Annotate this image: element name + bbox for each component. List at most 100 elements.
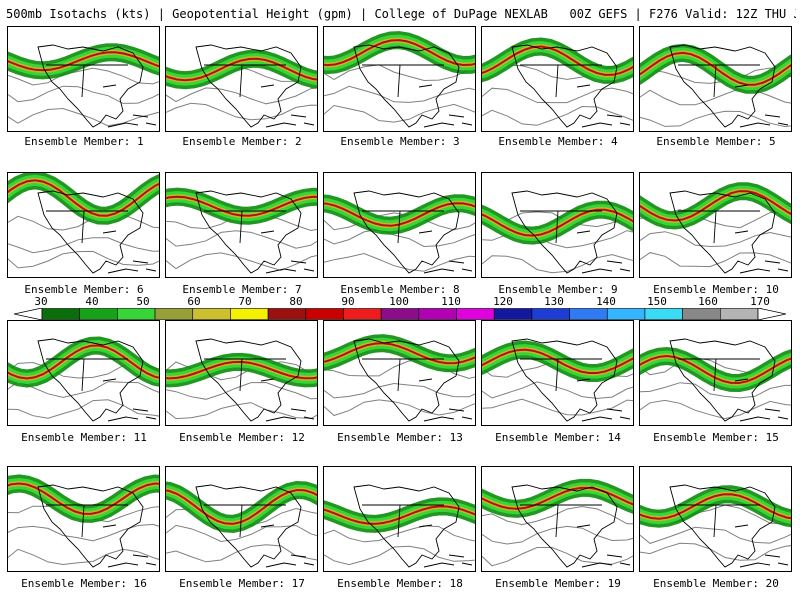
jet-stream-band [482, 348, 633, 374]
colorbar-segment [418, 308, 457, 320]
height-contour [324, 252, 475, 272]
height-contour [640, 382, 791, 399]
ensemble-member-caption: Ensemble Member: 17 [179, 577, 305, 590]
colorbar-tick-label: 120 [493, 295, 513, 308]
height-contour [8, 67, 159, 86]
map-canvas [640, 182, 791, 274]
colorbar-segment [117, 308, 156, 320]
ensemble-member-map [639, 172, 792, 278]
colorbar-segment [192, 308, 231, 320]
colorbar-tick-label: 160 [698, 295, 718, 308]
map-canvas [8, 173, 159, 274]
map-canvas [324, 190, 475, 274]
ensemble-member-caption: Ensemble Member: 12 [179, 431, 305, 444]
coastline-outline [669, 44, 789, 128]
colorbar-segment [531, 308, 570, 320]
coastline-outline [511, 190, 631, 274]
height-contour [166, 87, 317, 105]
height-contour [482, 87, 633, 104]
colorbar-segment [41, 308, 80, 320]
ensemble-member-caption: Ensemble Member: 9 [498, 283, 618, 296]
map-canvas [482, 37, 633, 128]
jet-stream-band [166, 57, 317, 82]
map-canvas [8, 474, 159, 568]
ensemble-member-map [7, 26, 160, 132]
colorbar-tick-label: 130 [544, 295, 564, 308]
ensemble-member-map [639, 320, 792, 426]
colorbar-segment [456, 308, 495, 320]
colorbar-tick-label: 170 [750, 295, 770, 308]
height-contour [640, 231, 791, 248]
ensemble-member-map [165, 26, 318, 132]
map-canvas [482, 338, 633, 422]
ensemble-member-caption: Ensemble Member: 18 [337, 577, 463, 590]
height-contour [482, 547, 633, 567]
map-canvas [8, 336, 159, 422]
ensemble-member-caption: Ensemble Member: 14 [495, 431, 621, 444]
colorbar-segment [682, 308, 721, 320]
ensemble-member-map [165, 320, 318, 426]
jet-stream-band [8, 179, 159, 217]
ensemble-member-map [481, 320, 634, 426]
colorbar-segment [644, 308, 683, 320]
colorbar-tick-label: 30 [34, 295, 48, 308]
ensemble-member-map [639, 26, 792, 132]
ensemble-member-caption: Ensemble Member: 8 [340, 283, 460, 296]
colorbar-tick-label: 110 [441, 295, 461, 308]
jet-stream-band [324, 342, 475, 365]
ensemble-member-map [639, 466, 792, 572]
map-canvas [166, 338, 317, 422]
colorbar-segment [493, 308, 533, 320]
coastline-outline [195, 338, 315, 422]
coastline-outline [353, 484, 473, 568]
map-canvas [166, 44, 317, 128]
coastline-outline [353, 44, 473, 128]
ensemble-member-caption: Ensemble Member: 4 [498, 135, 618, 148]
coastline-outline [195, 484, 315, 568]
height-contour [482, 105, 633, 126]
colorbar-tick-label: 90 [341, 295, 355, 308]
height-contour [166, 544, 317, 563]
height-contour [324, 228, 475, 248]
height-contour [324, 103, 475, 123]
height-contour [8, 214, 159, 231]
height-contour [324, 525, 475, 543]
height-contour [640, 399, 791, 420]
jet-stream-band [8, 344, 159, 380]
colorbar-segment [380, 308, 420, 320]
jet-stream-band [640, 190, 791, 222]
height-contour [482, 254, 633, 274]
map-canvas [166, 480, 317, 568]
height-contour [324, 212, 475, 231]
ensemble-member-caption: Ensemble Member: 2 [182, 135, 302, 148]
coastline-outline [511, 338, 631, 422]
height-contour [8, 237, 159, 254]
ensemble-member-map [481, 26, 634, 132]
coastline-outline [37, 44, 157, 128]
ensemble-member-map [323, 26, 476, 132]
colorbar-segment [606, 308, 646, 320]
coastline-outline [669, 338, 789, 422]
height-contour [166, 524, 317, 543]
ensemble-member-caption: Ensemble Member: 1 [24, 135, 144, 148]
height-contour [8, 523, 159, 542]
colorbar-tick-label: 100 [389, 295, 409, 308]
colorbar-segment [569, 308, 608, 320]
height-contour [640, 252, 791, 268]
height-contour [166, 230, 317, 249]
map-canvas [166, 187, 317, 274]
ensemble-member-caption: Ensemble Member: 7 [182, 283, 302, 296]
jet-stream-band [640, 51, 791, 86]
ensemble-member-map [323, 172, 476, 278]
height-contour [8, 250, 159, 269]
colorbar-scale [14, 308, 786, 320]
map-canvas [324, 484, 475, 568]
jet-stream-band [166, 195, 317, 217]
height-contour [166, 381, 317, 400]
ensemble-member-caption: Ensemble Member: 5 [656, 135, 776, 148]
jet-stream-band [482, 45, 633, 76]
coastline-outline [669, 484, 789, 568]
jet-stream-band [8, 482, 159, 515]
height-contour [166, 402, 317, 420]
coastline-outline [669, 190, 789, 274]
